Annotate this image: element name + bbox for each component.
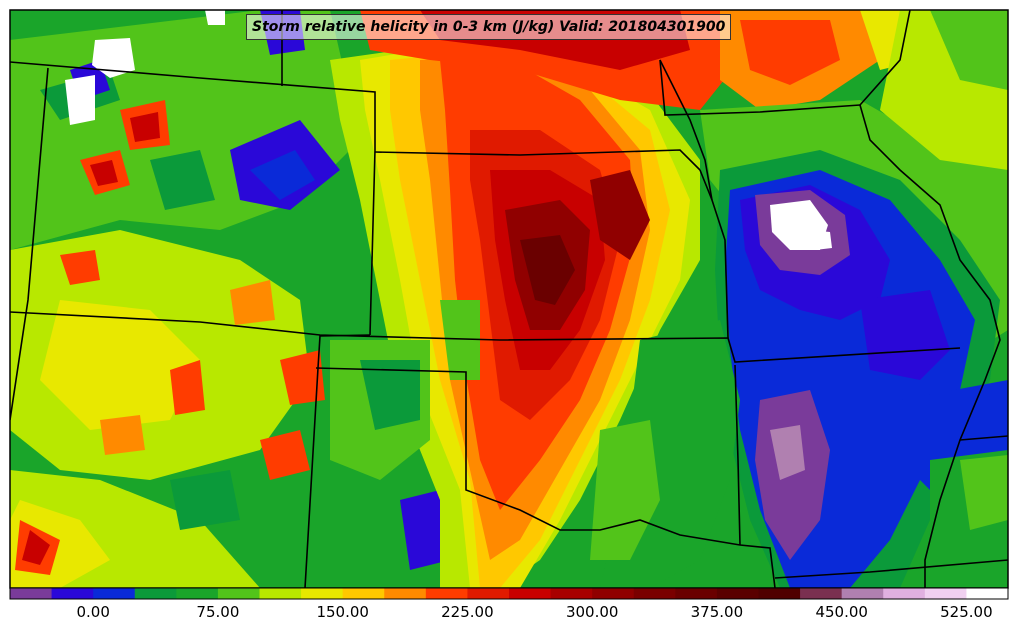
colorbar-tick-label: 525.00 (940, 603, 993, 621)
colorbar-swatch (51, 588, 94, 599)
state-boundaries (10, 10, 1008, 588)
colorbar-swatch (467, 588, 510, 599)
colorbar-tick-label: 150.00 (316, 603, 369, 621)
colorbar-swatch (384, 588, 427, 599)
colorbar-swatch (342, 588, 385, 599)
colorbar-swatch (550, 588, 593, 599)
colorbar-swatch (633, 588, 676, 599)
colorbar-swatch (176, 588, 219, 599)
colorbar-tick-label: 300.00 (565, 603, 619, 621)
colorbar-swatch (217, 588, 260, 599)
colorbar-frame (9, 587, 1009, 600)
colorbar-tick-label: 375.00 (690, 603, 744, 621)
colorbar-swatch (716, 588, 759, 599)
colorbar-swatch (841, 588, 884, 599)
colorbar-swatch (758, 588, 801, 599)
colorbar-swatch (301, 588, 344, 599)
colorbar-swatch (592, 588, 635, 599)
colorbar-swatch (924, 588, 967, 599)
colorbar-tick-label: 225.00 (441, 603, 494, 621)
colorbar-tick-label: 75.00 (196, 603, 240, 621)
colorbar-swatch (259, 588, 302, 599)
colorbar-swatch (134, 588, 177, 599)
colorbar-swatch (10, 588, 53, 599)
helicity-field (10, 10, 1008, 588)
map-title: Storm relative helicity in 0-3 km (J/kg)… (246, 14, 732, 40)
colorbar-swatch (509, 588, 552, 599)
colorbar-tick-label: 0.00 (76, 603, 110, 621)
colorbar-swatch (675, 588, 718, 599)
colorbar-swatch (966, 588, 1009, 599)
colorbar-swatch (93, 588, 136, 599)
colorbar-swatch (800, 588, 843, 599)
colorbar (9, 587, 1009, 600)
colorbar-swatch (883, 588, 926, 599)
colorbar-swatch (425, 588, 468, 599)
colorbar-tick-label: 450.00 (815, 603, 868, 621)
